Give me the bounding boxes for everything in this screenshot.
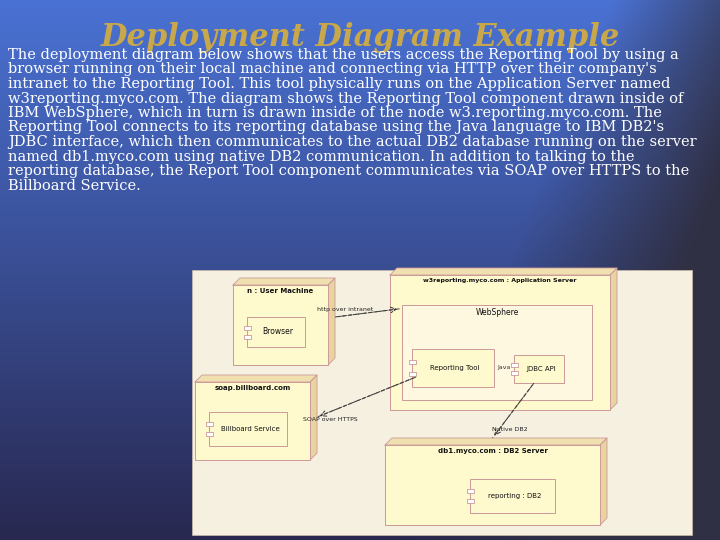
Polygon shape: [600, 438, 607, 525]
FancyBboxPatch shape: [192, 270, 692, 535]
Text: db1.myco.com : DB2 Server: db1.myco.com : DB2 Server: [438, 448, 547, 454]
Text: w3reporting.myco.com. The diagram shows the Reporting Tool component drawn insid: w3reporting.myco.com. The diagram shows …: [8, 91, 683, 105]
Text: Browser: Browser: [263, 327, 294, 336]
Text: w3reporting.myco.com : Application Server: w3reporting.myco.com : Application Serve…: [423, 278, 577, 283]
Text: http over intranet: http over intranet: [317, 307, 373, 312]
Text: reporting database, the Report Tool component communicates via SOAP over HTTPS t: reporting database, the Report Tool comp…: [8, 164, 689, 178]
FancyBboxPatch shape: [402, 305, 592, 400]
Text: Reporting Tool: Reporting Tool: [431, 365, 480, 371]
Text: Billboard Service: Billboard Service: [220, 426, 279, 432]
FancyBboxPatch shape: [195, 382, 310, 460]
FancyBboxPatch shape: [510, 363, 518, 367]
Text: IBM WebSphere, which in turn is drawn inside of the node w3.reporting.myco.com. : IBM WebSphere, which in turn is drawn in…: [8, 106, 662, 120]
FancyBboxPatch shape: [247, 317, 305, 347]
Text: reporting : DB2: reporting : DB2: [488, 493, 541, 499]
Text: Java: Java: [497, 366, 510, 370]
FancyBboxPatch shape: [243, 334, 251, 339]
FancyBboxPatch shape: [514, 355, 564, 383]
FancyBboxPatch shape: [233, 285, 328, 365]
Text: JDBC interface, which then communicates to the actual DB2 database running on th: JDBC interface, which then communicates …: [8, 135, 697, 149]
FancyBboxPatch shape: [385, 445, 600, 525]
Polygon shape: [610, 268, 617, 410]
FancyBboxPatch shape: [205, 422, 212, 426]
FancyBboxPatch shape: [467, 499, 474, 503]
Text: The deployment diagram below shows that the users access the Reporting Tool by u: The deployment diagram below shows that …: [8, 48, 679, 62]
Text: Billboard Service.: Billboard Service.: [8, 179, 140, 192]
Text: JDBC API: JDBC API: [526, 366, 556, 372]
FancyBboxPatch shape: [470, 479, 555, 513]
Text: Deployment Diagram Example: Deployment Diagram Example: [100, 22, 620, 53]
FancyBboxPatch shape: [408, 360, 415, 364]
FancyBboxPatch shape: [408, 372, 415, 376]
Text: SOAP over HTTPS: SOAP over HTTPS: [302, 417, 357, 422]
Polygon shape: [390, 268, 617, 275]
FancyBboxPatch shape: [467, 489, 474, 493]
Text: soap.billboard.com: soap.billboard.com: [215, 385, 291, 391]
Polygon shape: [328, 278, 335, 365]
Polygon shape: [233, 278, 335, 285]
FancyBboxPatch shape: [390, 275, 610, 410]
FancyBboxPatch shape: [209, 412, 287, 446]
Text: Reporting Tool connects to its reporting database using the Java language to IBM: Reporting Tool connects to its reporting…: [8, 120, 664, 134]
Text: intranet to the Reporting Tool. This tool physically runs on the Application Ser: intranet to the Reporting Tool. This too…: [8, 77, 670, 91]
Polygon shape: [195, 375, 317, 382]
Text: Native DB2: Native DB2: [492, 427, 528, 432]
Text: named db1.myco.com using native DB2 communication. In addition to talking to the: named db1.myco.com using native DB2 comm…: [8, 150, 634, 164]
Polygon shape: [385, 438, 607, 445]
Text: browser running on their local machine and connecting via HTTP over their compan: browser running on their local machine a…: [8, 63, 657, 77]
FancyBboxPatch shape: [205, 432, 212, 436]
Polygon shape: [310, 375, 317, 460]
Text: n : User Machine: n : User Machine: [248, 288, 314, 294]
FancyBboxPatch shape: [243, 326, 251, 329]
FancyBboxPatch shape: [510, 371, 518, 375]
FancyBboxPatch shape: [412, 349, 494, 387]
Text: WebSphere: WebSphere: [475, 308, 518, 317]
